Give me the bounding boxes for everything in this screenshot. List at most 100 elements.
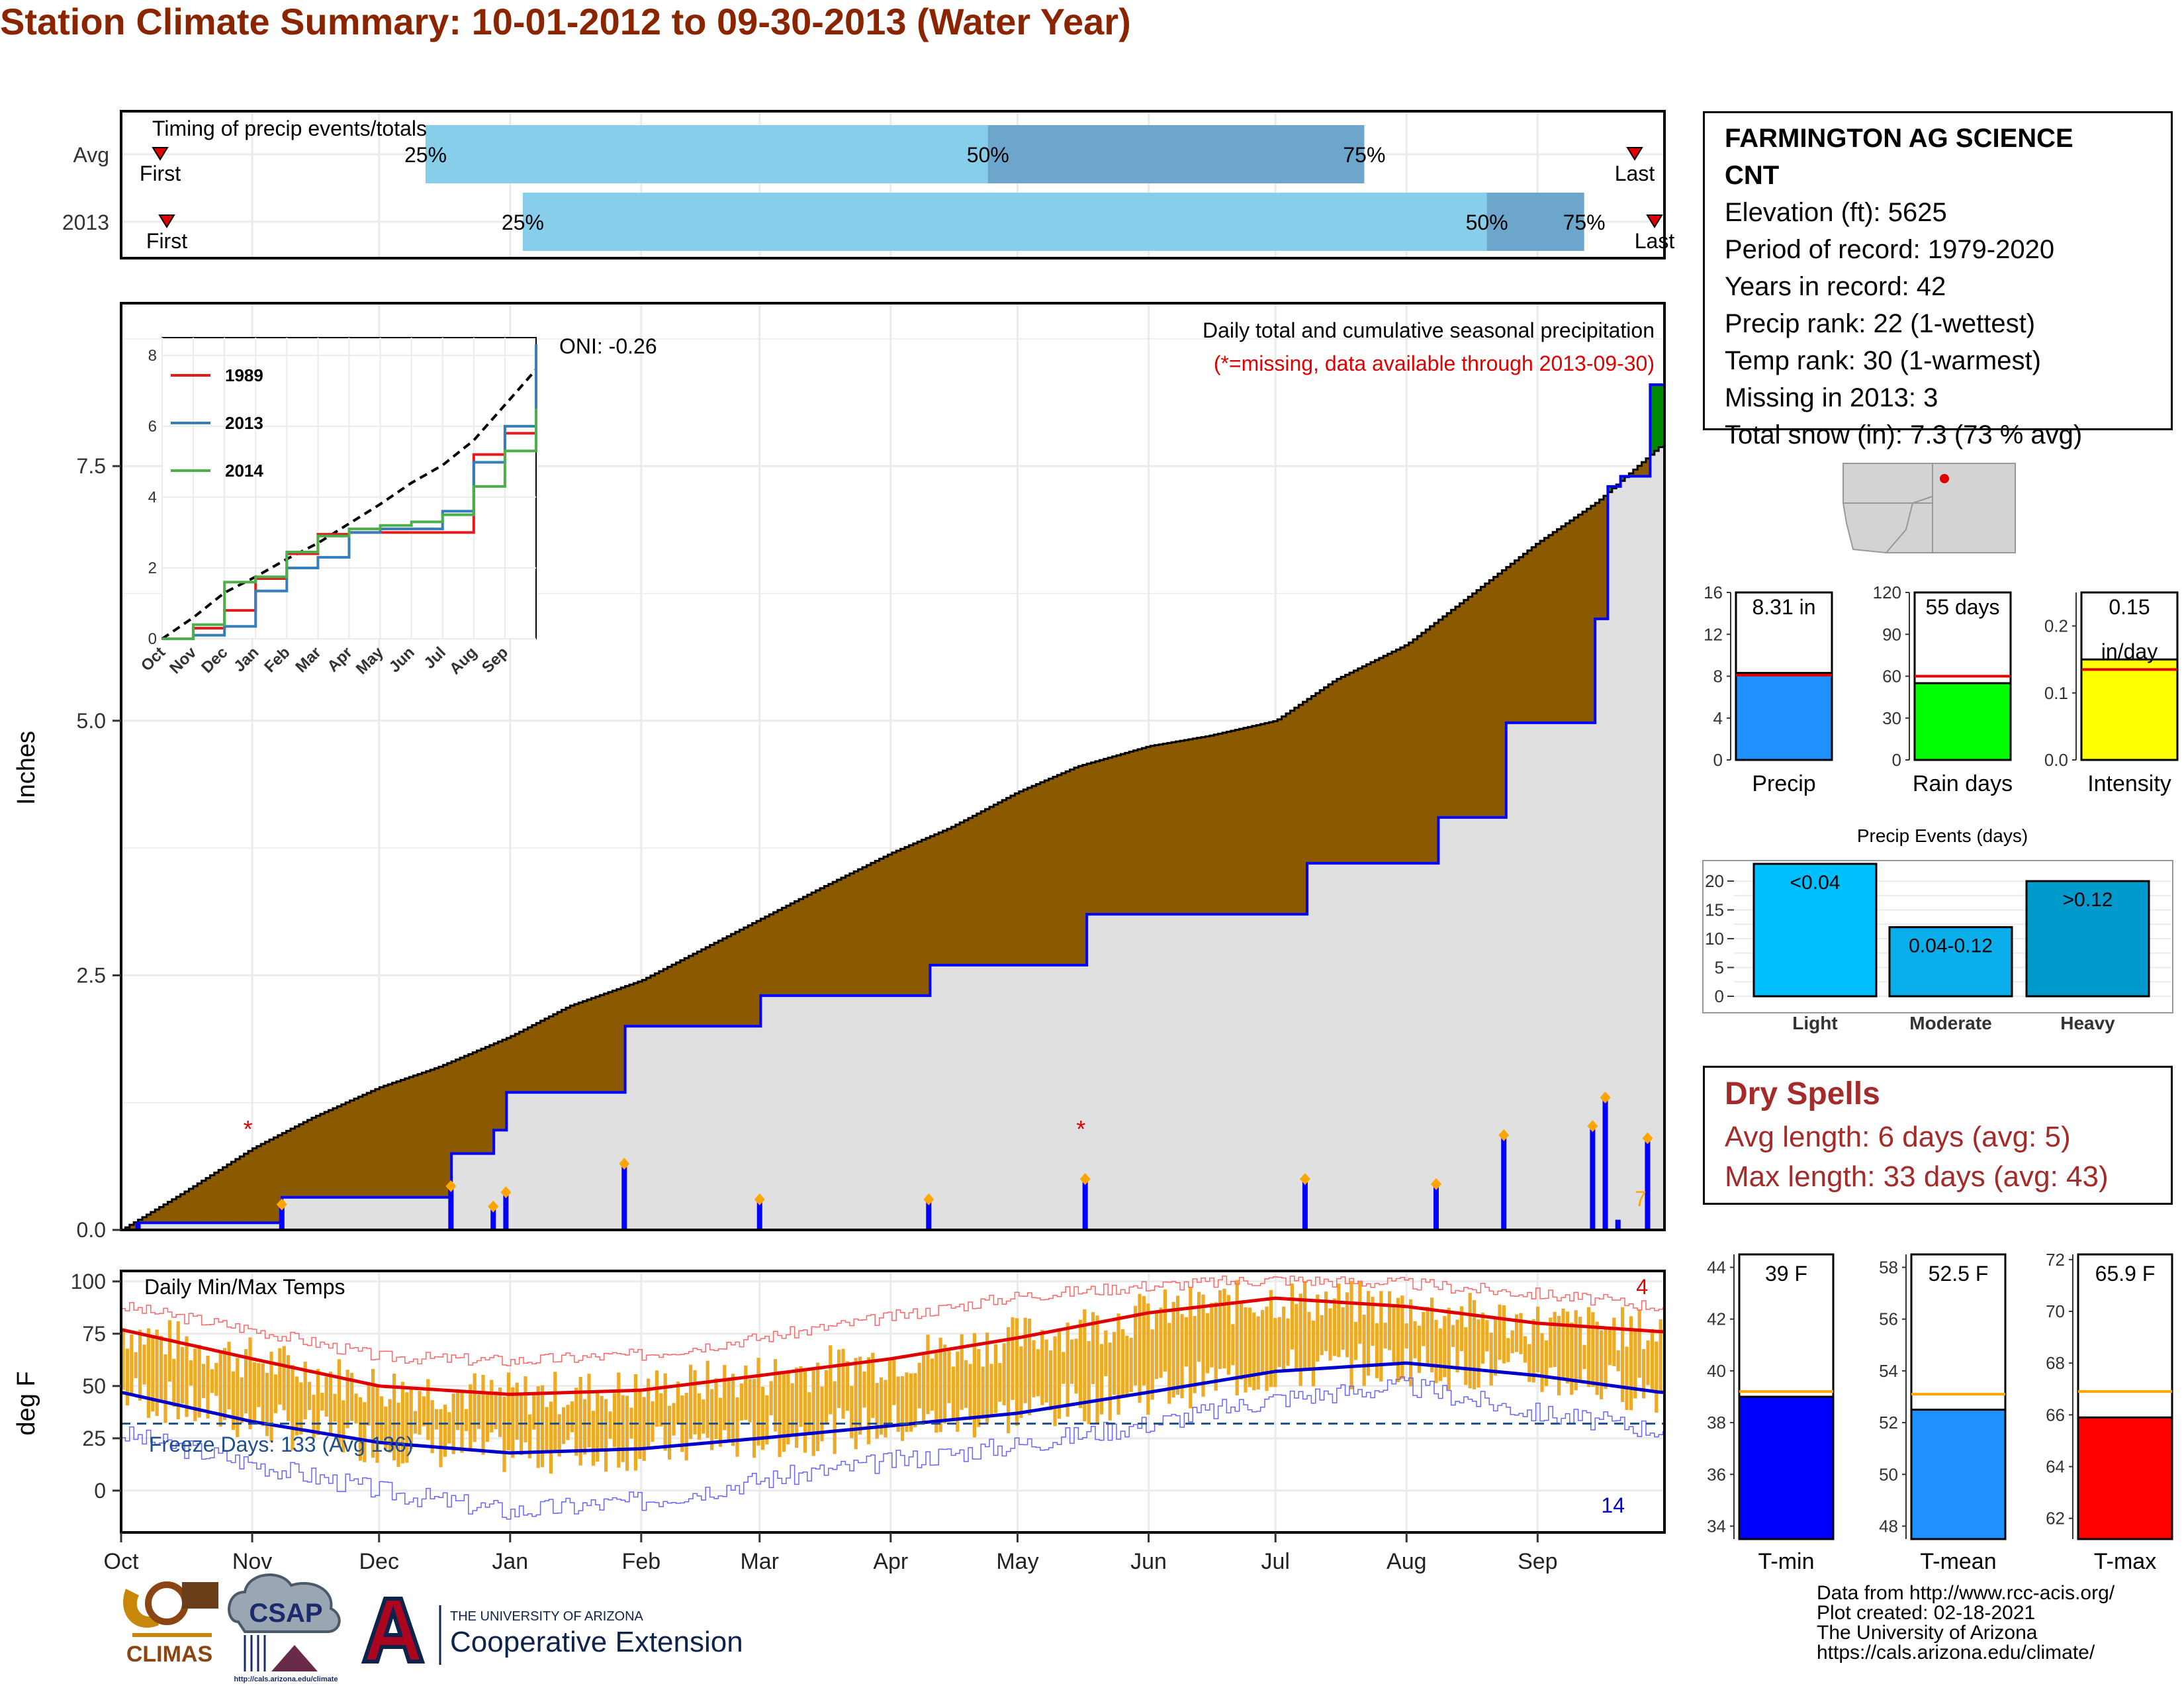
daily-temp-bar [1324, 1291, 1328, 1351]
events-category-label: Moderate [1909, 1013, 1991, 1033]
deficit-area [477, 1051, 482, 1154]
deficit-area [451, 1061, 457, 1154]
snow-marker [1498, 1129, 1510, 1141]
deficit-area [811, 892, 817, 996]
daily-temp-bar [159, 1335, 163, 1402]
deficit-area [608, 992, 613, 1093]
daily-temp-bar [892, 1356, 896, 1405]
daily-temp-bar [608, 1411, 612, 1439]
deficit-area [240, 1156, 245, 1223]
deficit-area [227, 1164, 232, 1223]
daily-temp-bar [354, 1393, 358, 1424]
deficit-area [396, 1081, 401, 1197]
deficit-area [1239, 729, 1244, 915]
daily-temp-bar [490, 1380, 494, 1432]
deficit-area [722, 938, 727, 1027]
daily-temp-bar [409, 1389, 413, 1449]
daily-temp-bar [956, 1351, 960, 1432]
daily-temp-bar [308, 1382, 312, 1411]
daily-temp-bar [1616, 1350, 1620, 1372]
daily-temp-bar [1383, 1323, 1387, 1349]
credits: Data from http://www.rcc-acis.org/ Plot … [1817, 1583, 2115, 1663]
daily-temp-bar [435, 1409, 439, 1430]
deficit-area [993, 804, 999, 965]
deficit-area [1184, 739, 1189, 915]
deficit-area [1311, 696, 1316, 864]
daily-temp-bar [181, 1346, 185, 1404]
snow-marker [1299, 1173, 1310, 1186]
inset-ytick-label: 2 [148, 559, 157, 577]
daily-temp-bar [1553, 1311, 1557, 1368]
station-marker [1940, 474, 1949, 483]
daily-temp-bar [1146, 1303, 1150, 1415]
timing-q50: 50% [1466, 211, 1508, 234]
station-period: Period of record: 1979-2020 [1725, 235, 2055, 264]
daily-temp-bar [130, 1334, 134, 1395]
month-tick-label: Dec [359, 1549, 398, 1574]
deficit-area [748, 925, 753, 1027]
deficit-area [621, 987, 626, 1093]
deficit-area [1108, 757, 1113, 915]
temp-bar-ytick-label: 66 [2046, 1405, 2065, 1425]
deficit-area [815, 890, 821, 996]
daily-temp-bar [299, 1382, 303, 1435]
deficit-area [422, 1072, 427, 1197]
deficit-area [1032, 786, 1036, 965]
events-frame [1702, 860, 2173, 1013]
deficit-area [418, 1074, 422, 1197]
deficit-area [1349, 673, 1354, 864]
last-event-label: Last [1635, 229, 1675, 253]
daily-temp-bar [748, 1379, 752, 1423]
deficit-area [527, 1027, 533, 1093]
temp-bar-ytick-label: 50 [1879, 1464, 1898, 1484]
station-precip-rank: Precip rank: 22 (1-wettest) [1725, 309, 2036, 338]
daily-temp-bar [265, 1372, 269, 1436]
daily-temp-bar [633, 1374, 637, 1471]
surplus-area [1608, 486, 1613, 492]
deficit-area [591, 998, 596, 1093]
daily-temp-bar [617, 1372, 621, 1468]
events-ytick-label: 10 [1705, 929, 1724, 949]
mini-bar-ytick-label: 60 [1882, 667, 1901, 686]
daily-temp-bar [676, 1382, 680, 1425]
daily-temp-bar [422, 1396, 426, 1427]
daily-temp-bar [536, 1386, 540, 1468]
daily-temp-bar [494, 1391, 498, 1430]
daily-temp-bar [1578, 1317, 1582, 1380]
daily-temp-bar [1358, 1282, 1362, 1344]
daily-temp-bar [820, 1386, 824, 1442]
deficit-area [307, 1119, 312, 1197]
deficit-area [1493, 577, 1498, 818]
mini-bar-label: Precip [1752, 771, 1815, 796]
daily-temp-bar [477, 1394, 481, 1429]
daily-temp-bar [1189, 1287, 1193, 1409]
daily-temp-bar [1256, 1316, 1260, 1390]
deficit-area [1400, 647, 1405, 864]
temp-ytick-label: 0 [94, 1479, 106, 1503]
daily-temp-bar [1214, 1302, 1218, 1391]
deficit-area [1646, 458, 1651, 477]
mini-bar-label: Intensity [2087, 771, 2171, 796]
daily-temp-bar [1659, 1319, 1662, 1393]
deficit-area [595, 996, 600, 1093]
deficit-area [1320, 690, 1325, 864]
events-bar [1888, 926, 2013, 998]
precip-ytick-label: 7.5 [77, 454, 106, 478]
deficit-area [743, 927, 749, 1027]
daily-temp-bar [875, 1383, 879, 1439]
deficit-area [566, 1008, 570, 1093]
daily-temp-bar [384, 1406, 388, 1450]
deficit-area [837, 880, 842, 996]
logos: CLIMAS CSAP http://cals.arizona.edu/clim… [123, 1573, 743, 1683]
daily-temp-bar [1244, 1307, 1248, 1393]
deficit-area [684, 958, 690, 1027]
daily-temp-bar [1040, 1329, 1044, 1405]
deficit-area [1392, 651, 1396, 864]
deficit-area [905, 847, 909, 996]
timing-q25: 25% [404, 143, 447, 167]
deficit-area [799, 899, 803, 996]
daily-temp-bar [1032, 1340, 1036, 1397]
deficit-area [764, 916, 770, 996]
daily-temp-bar [1510, 1330, 1514, 1354]
daily-temp-bar [1252, 1312, 1256, 1391]
